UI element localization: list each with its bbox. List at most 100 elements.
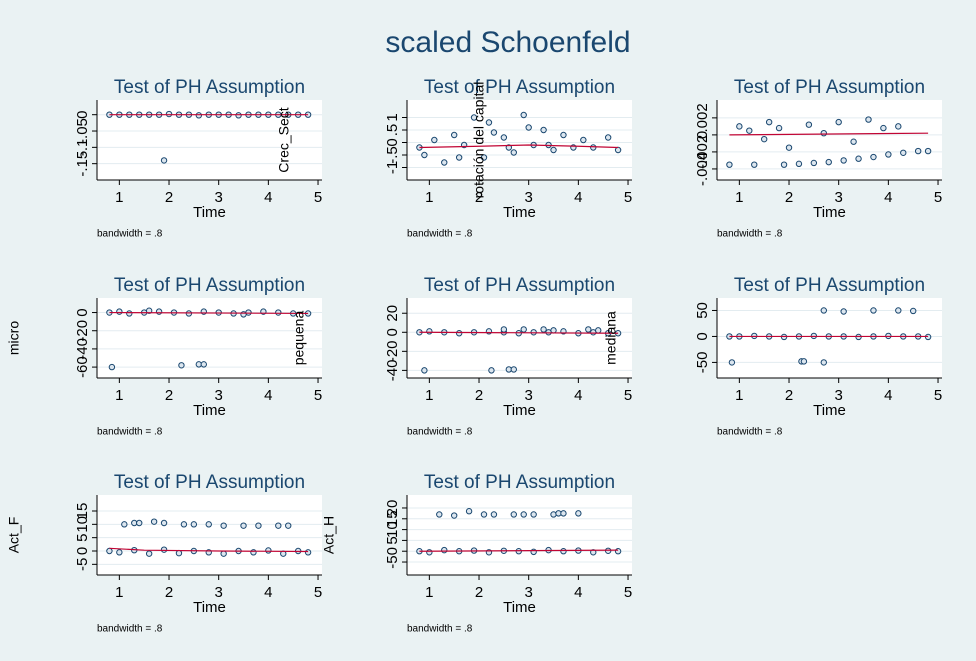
point bbox=[810, 159, 818, 167]
point bbox=[924, 147, 932, 155]
point bbox=[885, 151, 892, 158]
point bbox=[785, 144, 793, 151]
point bbox=[895, 123, 902, 130]
note: bandwidth = .8 bbox=[717, 229, 783, 240]
y-tick-label: -.5 bbox=[384, 146, 401, 164]
x-tick-label: 5 bbox=[934, 387, 942, 404]
point bbox=[488, 367, 495, 374]
point bbox=[455, 330, 463, 337]
x-tick-label: 2 bbox=[475, 584, 483, 601]
point bbox=[436, 511, 443, 518]
x-tick-label: 1 bbox=[425, 189, 433, 206]
y-tick-label: -.004 bbox=[694, 152, 711, 186]
x-tick-label: 3 bbox=[525, 387, 533, 404]
point bbox=[250, 549, 257, 556]
point bbox=[145, 550, 153, 557]
panel-title: Test of PH Assumption bbox=[114, 472, 305, 493]
point bbox=[560, 510, 567, 517]
x-tick-label: 1 bbox=[425, 387, 433, 404]
point bbox=[560, 131, 567, 139]
point bbox=[530, 548, 537, 556]
x-tick-label: 2 bbox=[785, 387, 793, 404]
point bbox=[825, 158, 832, 166]
point bbox=[805, 121, 813, 128]
panel-title: Test of PH Assumption bbox=[734, 275, 925, 296]
y-tick-label: -40 bbox=[74, 338, 91, 360]
point bbox=[426, 328, 433, 335]
x-tick-label: 1 bbox=[735, 387, 743, 404]
point bbox=[780, 161, 788, 168]
x-tick-label: 1 bbox=[115, 189, 123, 206]
x-tick-label: 5 bbox=[934, 189, 942, 206]
x-tick-label: 2 bbox=[475, 189, 483, 206]
point bbox=[470, 114, 478, 121]
y-tick-label: 20 bbox=[384, 305, 401, 322]
point bbox=[585, 326, 592, 333]
y-tick-label: 0 bbox=[694, 332, 711, 340]
y-axis-title: micro bbox=[6, 321, 22, 355]
point bbox=[855, 155, 862, 162]
point bbox=[775, 124, 783, 132]
point bbox=[160, 519, 168, 527]
point bbox=[195, 112, 203, 119]
y-tick-label: 0 bbox=[74, 111, 91, 119]
point bbox=[870, 307, 877, 314]
panel-title: Test of PH Assumption bbox=[424, 77, 615, 98]
x-tick-label: 5 bbox=[624, 387, 632, 404]
smooth-line bbox=[419, 549, 619, 552]
point bbox=[165, 110, 173, 118]
y-tick-label: -40 bbox=[384, 360, 401, 382]
point bbox=[728, 359, 736, 366]
point bbox=[820, 307, 827, 314]
point bbox=[800, 358, 808, 365]
point bbox=[840, 157, 847, 164]
point bbox=[746, 127, 753, 134]
y-tick-label: 15 bbox=[74, 503, 91, 520]
point bbox=[235, 112, 242, 119]
y-tick-label: -60 bbox=[74, 356, 91, 378]
point bbox=[909, 307, 917, 315]
x-tick-label: 4 bbox=[884, 189, 892, 206]
note: bandwidth = .8 bbox=[97, 624, 163, 635]
point bbox=[590, 144, 597, 151]
point bbox=[525, 124, 532, 131]
x-tick-label: 3 bbox=[525, 189, 533, 206]
point bbox=[421, 151, 428, 159]
smooth-line bbox=[419, 144, 619, 149]
x-tick-label: 4 bbox=[264, 584, 272, 601]
y-tick-label: -5 bbox=[74, 558, 91, 571]
point bbox=[530, 511, 537, 518]
point bbox=[865, 116, 872, 123]
point bbox=[265, 547, 272, 554]
point bbox=[540, 126, 547, 134]
point bbox=[505, 144, 513, 151]
x-axis-title: Time bbox=[503, 402, 536, 419]
x-tick-label: 3 bbox=[835, 387, 843, 404]
point bbox=[220, 550, 227, 557]
y-tick-label: 1 bbox=[384, 113, 401, 121]
x-tick-label: 4 bbox=[884, 387, 892, 404]
panel-title: Test of PH Assumption bbox=[114, 77, 305, 98]
plot-region bbox=[97, 495, 322, 575]
x-tick-label: 3 bbox=[525, 584, 533, 601]
x-tick-label: 1 bbox=[425, 584, 433, 601]
y-tick-label: -20 bbox=[74, 320, 91, 342]
smooth-line bbox=[729, 132, 929, 136]
point bbox=[751, 161, 758, 168]
y-axis-title: pequena bbox=[291, 311, 307, 366]
note: bandwidth = .8 bbox=[407, 229, 473, 240]
point bbox=[820, 129, 827, 137]
point bbox=[795, 160, 803, 168]
point bbox=[550, 327, 557, 334]
x-tick-label: 2 bbox=[165, 189, 173, 206]
panel-title: Test of PH Assumption bbox=[734, 77, 925, 98]
y-axis-title: Crec_Sect bbox=[276, 107, 292, 172]
point bbox=[465, 508, 473, 515]
point bbox=[595, 327, 602, 334]
x-tick-label: 5 bbox=[314, 584, 322, 601]
y-tick-label: 0 bbox=[74, 547, 91, 555]
point bbox=[200, 361, 207, 368]
y-tick-label: 15 bbox=[384, 510, 401, 527]
point bbox=[240, 311, 247, 318]
note: bandwidth = .8 bbox=[97, 229, 163, 240]
